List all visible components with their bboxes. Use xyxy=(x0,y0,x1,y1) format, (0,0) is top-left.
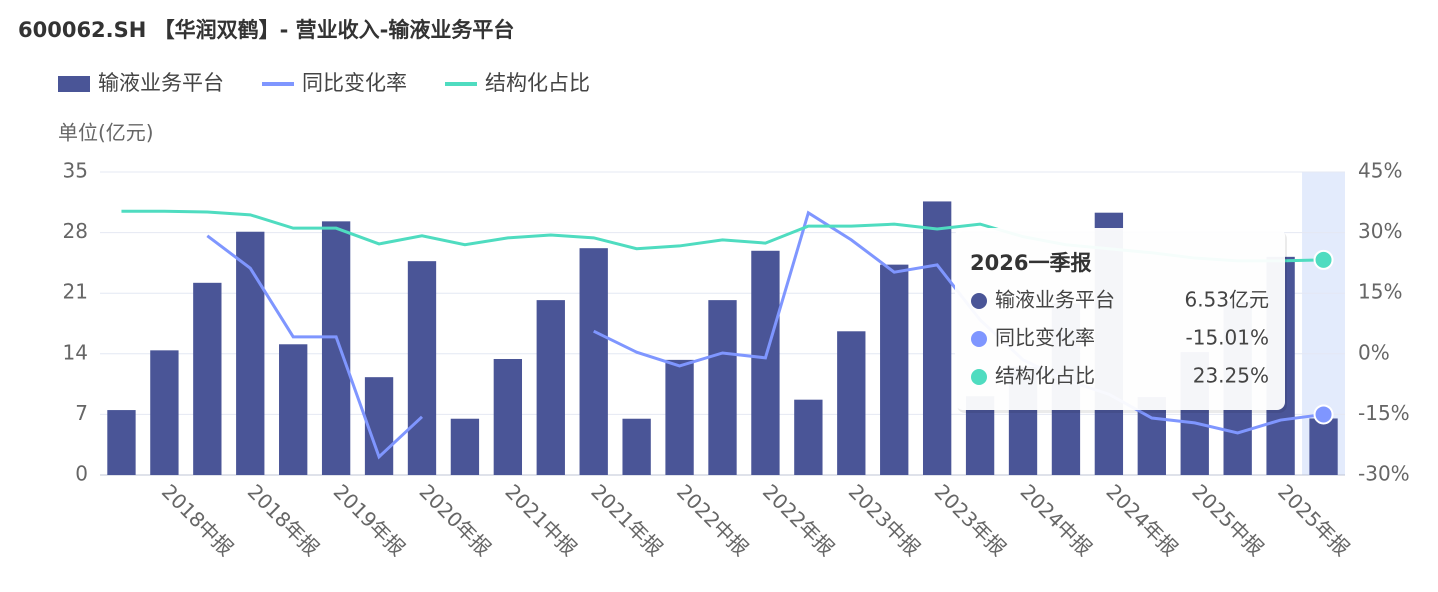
y-tick-label: 21 xyxy=(63,280,88,304)
x-tick-label: 2018年报 xyxy=(243,479,324,560)
x-tick-label: 2025中报 xyxy=(1187,479,1268,560)
bar xyxy=(794,399,823,475)
bar xyxy=(1309,418,1338,475)
bar xyxy=(236,231,265,475)
tooltip-marker xyxy=(971,369,987,385)
y-tick-label: 35 xyxy=(63,159,88,183)
bar xyxy=(708,300,737,475)
bar xyxy=(536,300,565,475)
bar xyxy=(622,418,651,475)
tooltip-value: 23.25% xyxy=(1193,364,1269,388)
hover-point xyxy=(1313,249,1334,270)
bar xyxy=(279,344,308,475)
bar xyxy=(880,264,909,475)
x-tick-label: 2021年报 xyxy=(586,479,667,560)
legend-label: 同比变化率 xyxy=(302,71,407,95)
tooltip-value: 6.53亿元 xyxy=(1184,288,1269,312)
y-tick-label: 14 xyxy=(63,340,88,364)
bar xyxy=(450,418,480,475)
x-tick-label: 2024中报 xyxy=(1016,479,1097,560)
x-tick-label: 2022年报 xyxy=(758,479,839,560)
tooltip-title: 2026一季报 xyxy=(970,251,1091,275)
tooltip-marker xyxy=(971,293,987,309)
bar xyxy=(751,250,780,475)
bar xyxy=(1137,397,1166,475)
x-tick-label: 2020年报 xyxy=(415,479,496,560)
bar xyxy=(579,248,608,475)
x-tick-label: 2019年报 xyxy=(329,479,410,560)
x-tick-label: 2024年报 xyxy=(1101,479,1182,560)
tooltip-marker xyxy=(971,331,987,347)
tooltip-name: 同比变化率 xyxy=(995,326,1095,350)
line xyxy=(206,234,424,460)
y2-tick-label: 30% xyxy=(1358,219,1402,243)
x-tick-label: 2025年报 xyxy=(1273,479,1354,560)
bar xyxy=(837,331,866,475)
y-tick-label: 28 xyxy=(63,219,88,243)
bar xyxy=(493,358,523,475)
y2-tick-label: 0% xyxy=(1358,340,1390,364)
x-tick-label: 2021中报 xyxy=(500,479,581,560)
tooltip-name: 输液业务平台 xyxy=(995,288,1115,312)
legend-swatch xyxy=(58,76,90,92)
bar xyxy=(665,359,694,475)
bar xyxy=(922,201,952,476)
unit-label: 单位(亿元) xyxy=(58,121,154,145)
x-tick-label: 2023年报 xyxy=(930,479,1011,560)
legend-label: 输液业务平台 xyxy=(98,71,224,95)
chart-title: 600062.SH 【华润双鹤】- 营业收入-输液业务平台 xyxy=(18,18,514,42)
tooltip-value: -15.01% xyxy=(1186,326,1269,350)
y2-tick-label: 15% xyxy=(1358,280,1402,304)
y2-tick-label: -30% xyxy=(1358,462,1410,486)
y-tick-label: 0 xyxy=(75,462,88,486)
x-tick-label: 2018中报 xyxy=(157,479,238,560)
bar xyxy=(407,261,437,475)
x-tick-label: 2022中报 xyxy=(672,479,753,560)
y2-tick-label: 45% xyxy=(1358,159,1402,183)
bar xyxy=(150,350,179,475)
legend-label: 结构化占比 xyxy=(485,71,590,95)
y-tick-label: 7 xyxy=(75,401,88,425)
bar xyxy=(193,282,222,475)
hover-point xyxy=(1313,404,1334,425)
y2-tick-label: -15% xyxy=(1358,401,1410,425)
bar xyxy=(107,410,136,475)
x-tick-label: 2023中报 xyxy=(844,479,925,560)
tooltip-box xyxy=(955,228,1285,410)
tooltip-name: 结构化占比 xyxy=(995,364,1095,388)
bar xyxy=(321,221,351,475)
